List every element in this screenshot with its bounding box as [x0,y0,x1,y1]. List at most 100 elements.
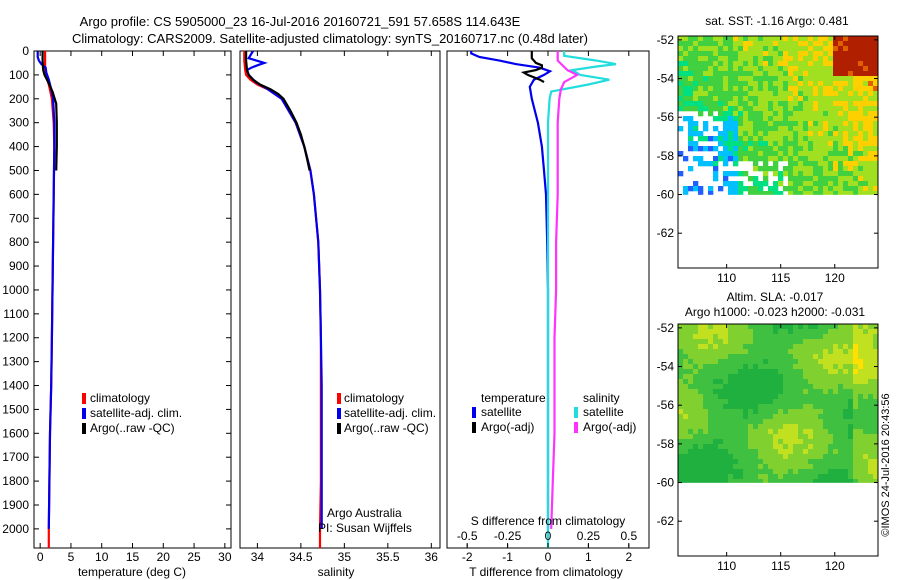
heatmap-cell [758,404,764,410]
heatmap-cell [843,151,849,157]
heatmap-cell [703,394,709,400]
heatmap-cell [808,434,814,440]
heatmap-cell [773,121,779,127]
heatmap-cell [818,424,824,430]
heatmap-cell [743,96,749,102]
heatmap-cell [863,96,869,102]
heatmap-cell [688,56,694,62]
heatmap-cell [723,364,729,370]
heatmap-cell [868,444,874,450]
heatmap-cell [733,86,739,92]
y-tick-label: -62 [657,226,675,240]
heatmap-cell [753,151,759,157]
heatmap-cell [733,106,739,112]
heatmap-cell [763,374,769,380]
heatmap-cell [813,136,819,142]
heatmap-cell [818,66,824,72]
heatmap-cell [803,171,809,177]
heatmap-cell [793,146,799,152]
heatmap-cell [723,156,729,162]
heatmap-cell [683,71,689,77]
heatmap-cell [713,96,719,102]
heatmap-cell [678,424,684,430]
heatmap-cell [748,126,754,132]
heatmap-cell [698,459,704,465]
heatmap-cell [743,186,749,192]
x-tick-label: -1 [502,550,513,564]
heatmap-cell [798,399,804,405]
heatmap-cell [818,399,824,405]
heatmap-cell [813,329,819,335]
heatmap-cell [873,444,879,450]
heatmap-cell [803,464,809,470]
heatmap-cell [803,86,809,92]
heatmap-cell [708,464,714,470]
heatmap-cell [838,161,844,167]
heatmap-cell [798,81,804,87]
heatmap-cell [733,126,739,132]
heatmap-cell [848,429,854,435]
heatmap-cell [838,116,844,122]
heatmap-cell [758,101,764,107]
heatmap-cell [678,389,684,395]
heatmap-cell [853,369,859,375]
heatmap-cell [778,181,784,187]
heatmap-cell [838,56,844,62]
heatmap-cell [723,344,729,350]
heatmap-cell [833,429,839,435]
heatmap-cell [683,81,689,87]
heatmap-cell [803,101,809,107]
heatmap-cell [868,434,874,440]
heatmap-cell [773,36,779,42]
heatmap-cell [723,51,729,57]
heatmap-cell [713,126,719,132]
heatmap-cell [838,131,844,137]
heatmap-cell [768,76,774,82]
y-tick-label: 1600 [2,426,29,440]
heatmap-cell [723,171,729,177]
heatmap-cell [838,186,844,192]
heatmap-cell [828,374,834,380]
heatmap-cell [743,91,749,97]
heatmap-cell [853,141,859,147]
heatmap-cell [833,334,839,340]
heatmap-cell [683,66,689,72]
heatmap-cell [848,106,854,112]
heatmap-cell [828,66,834,72]
heatmap-cell [858,369,864,375]
heatmap-cell [688,349,694,355]
x-tick-label: 30 [218,550,232,564]
heatmap-cell [713,156,719,162]
heatmap-cell [733,454,739,460]
heatmap-cell [683,56,689,62]
series-line-satellite-adj-clim [245,50,323,529]
salinity-x-label: salinity [318,565,355,579]
heatmap-cell [738,116,744,122]
heatmap-cell [873,166,879,172]
heatmap-cell [848,71,854,77]
heatmap-cell [733,61,739,67]
heatmap-cell [788,191,794,195]
heatmap-cell [733,474,739,480]
heatmap-cell [733,191,739,195]
heatmap-cell [723,439,729,445]
heatmap-cell [778,404,784,410]
heatmap-cell [703,429,709,435]
difference-panel: -2 -1 0 1 2 -0.5 -0.25 0 0.25 0.5 S difference f… [446,50,650,579]
heatmap-cell [848,116,854,122]
heatmap-cell [808,449,814,455]
heatmap-cell [733,469,739,475]
heatmap-cell [813,61,819,67]
heatmap-cell [728,399,734,405]
heatmap-cell [713,344,719,350]
heatmap-cell [723,151,729,157]
heatmap-cell [828,186,834,192]
heatmap-cell [843,46,849,52]
heatmap-cell [698,369,704,375]
heatmap-cell [713,444,719,450]
heatmap-cell [758,116,764,122]
heatmap-cell [823,146,829,152]
heatmap-cell [768,334,774,340]
heatmap-cell [728,41,734,47]
legend-swatch-argo [337,423,341,434]
